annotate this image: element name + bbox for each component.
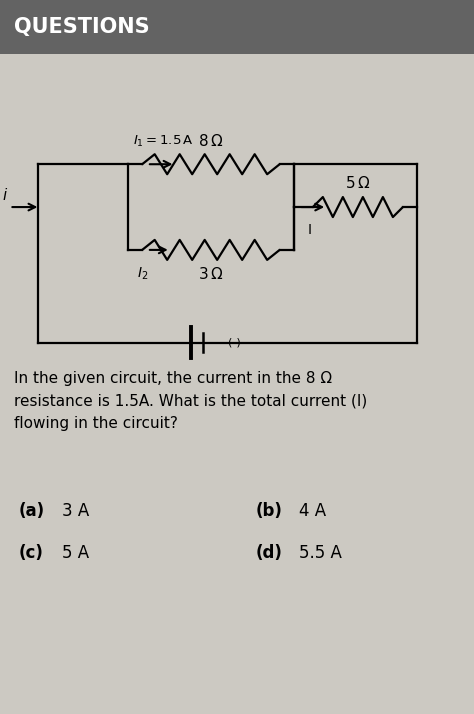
Text: 5.5 A: 5.5 A bbox=[299, 544, 341, 563]
Text: (a): (a) bbox=[19, 501, 45, 520]
Text: 4 A: 4 A bbox=[299, 501, 326, 520]
Text: (c): (c) bbox=[19, 544, 44, 563]
Text: In the given circuit, the current in the 8 Ω
resistance is 1.5A. What is the tot: In the given circuit, the current in the… bbox=[14, 371, 367, 431]
Text: i: i bbox=[3, 188, 7, 203]
FancyBboxPatch shape bbox=[0, 0, 474, 54]
Text: $3\,\Omega$: $3\,\Omega$ bbox=[198, 266, 224, 281]
Text: $5\,\Omega$: $5\,\Omega$ bbox=[345, 176, 371, 191]
Text: (d): (d) bbox=[256, 544, 283, 563]
Text: (-): (-) bbox=[228, 338, 240, 348]
Text: 5 A: 5 A bbox=[62, 544, 89, 563]
Text: $8\,\Omega$: $8\,\Omega$ bbox=[198, 133, 224, 149]
Text: I: I bbox=[308, 223, 312, 237]
Text: (b): (b) bbox=[256, 501, 283, 520]
Text: $I_1 = 1.5\,\mathrm{A}$: $I_1 = 1.5\,\mathrm{A}$ bbox=[133, 134, 193, 149]
Text: QUESTIONS: QUESTIONS bbox=[14, 16, 150, 37]
Text: 3 A: 3 A bbox=[62, 501, 89, 520]
Text: $I_2$: $I_2$ bbox=[137, 266, 149, 282]
